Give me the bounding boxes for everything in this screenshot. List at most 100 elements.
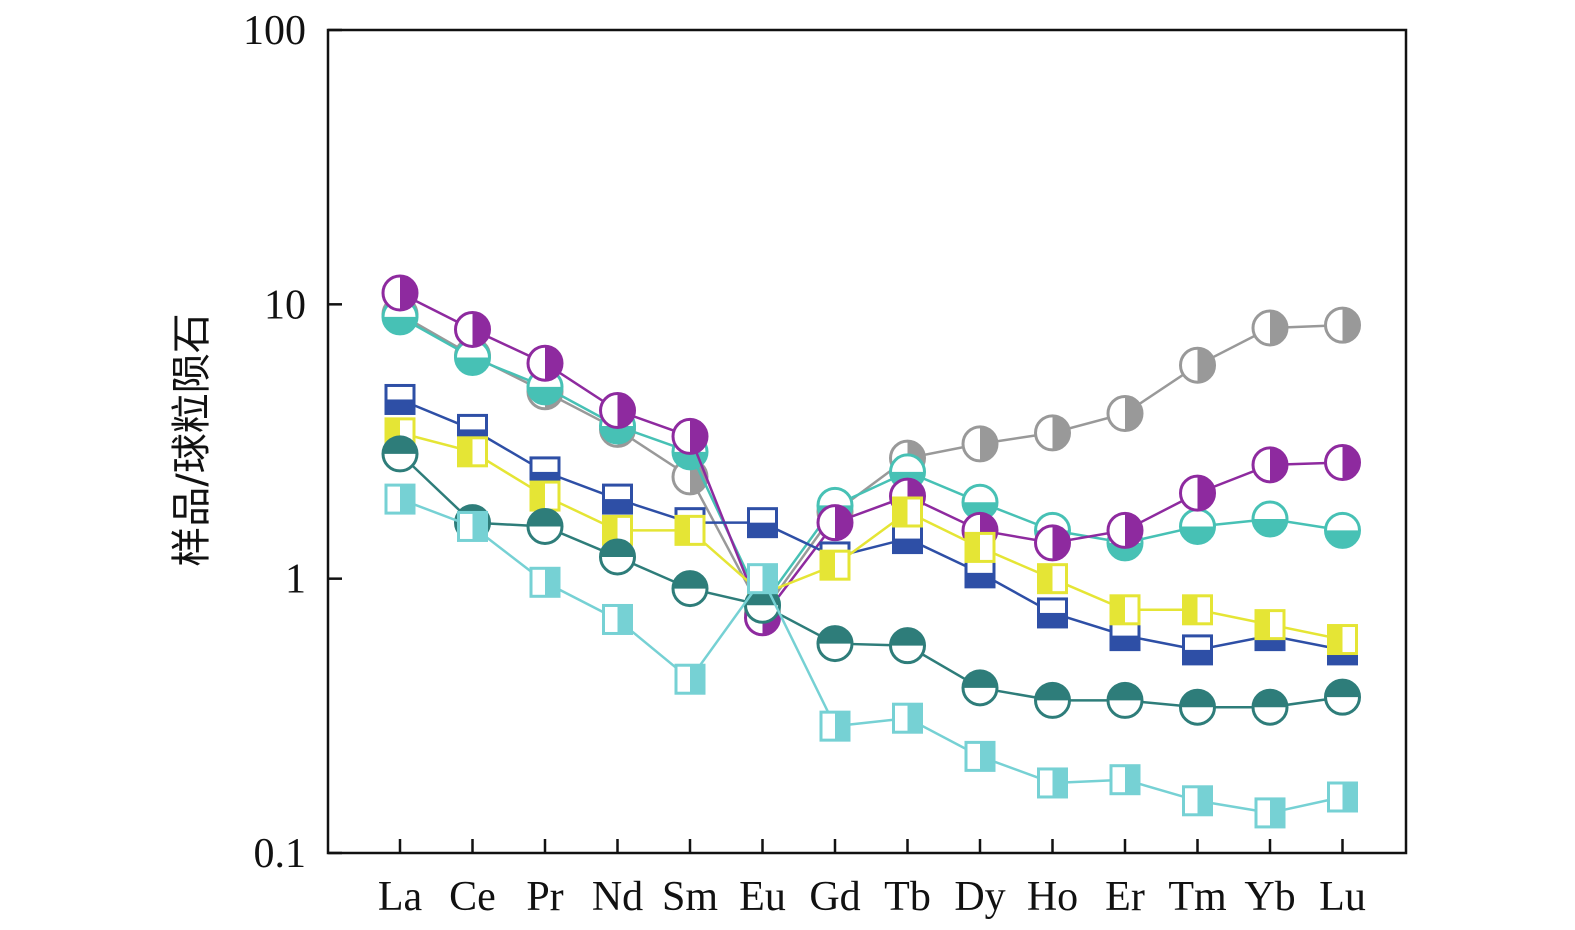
data-point [1106,395,1144,433]
data-point [526,344,564,382]
marker-fill [1328,625,1343,654]
marker-fill [1125,513,1142,548]
marker-fill [963,670,997,688]
marker-fill [1256,610,1270,639]
marker-fill [603,499,632,514]
data-point [1324,306,1361,344]
marker-fill [1342,783,1357,812]
x-tick-label: Tb [884,874,931,920]
marker-fill [835,505,853,540]
marker-fill [472,312,490,347]
marker-fill [383,316,417,334]
series-7 [384,483,1358,829]
marker-fill [1325,680,1360,698]
x-tick-label: Lu [1319,874,1366,920]
data-point [1251,309,1289,347]
data-point [674,514,706,546]
data-point [961,669,999,707]
y-tick-label: 100 [243,8,306,54]
marker-fill [1125,765,1139,794]
series-3 [381,274,1361,637]
data-point [1179,507,1216,545]
data-point [384,483,416,515]
marker-fill [690,665,704,694]
x-tick-label: Ho [1027,874,1078,920]
data-point [674,663,706,695]
data-point [529,480,561,512]
y-tick-label: 1 [285,557,306,603]
data-point [526,507,564,545]
marker-fill [400,485,414,514]
marker-fill [1253,519,1287,537]
data-point [1106,681,1144,719]
data-point [381,274,419,312]
data-point [602,603,633,635]
marker-fill [1342,445,1360,480]
data-point [1037,597,1068,629]
y-axis-label-group: 样品/球粒陨石 [169,313,215,566]
data-point [602,483,633,515]
marker-fill [617,605,632,634]
data-point [892,496,923,528]
data-point [1251,446,1289,484]
marker-fill [818,626,852,644]
marker-fill [1038,564,1053,593]
marker-fill [1270,798,1284,827]
data-point [961,425,999,463]
data-point [602,514,633,546]
marker-fill [748,522,777,537]
data-point [816,504,854,542]
x-tick-label: Dy [954,874,1005,920]
data-point [1327,781,1358,813]
marker-fill [1325,530,1360,548]
marker-fill [1183,649,1212,664]
data-point [457,510,488,542]
marker-fill [1197,476,1215,511]
data-point [964,531,996,563]
marker-fill [1052,415,1070,450]
marker-fill [1270,310,1287,345]
data-point [1109,620,1141,652]
data-point [1034,524,1071,562]
marker-fill [1125,396,1142,431]
x-tick-label: Ce [449,874,496,920]
marker-fill [1253,690,1287,708]
data-point [816,625,854,663]
data-point [454,339,491,377]
marker-fill [1038,612,1067,627]
data-point [1109,594,1141,626]
marker-fill [980,742,994,771]
y-tick-label: 0.1 [254,831,307,877]
marker-fill [1197,348,1215,383]
x-tick-label: Pr [526,874,563,920]
plot-frame [326,28,1408,855]
marker-fill [1108,683,1142,701]
x-tick-label: Eu [739,874,786,920]
marker-fill [676,516,690,545]
marker-fill [907,704,922,733]
data-point [1254,609,1286,641]
data-point [889,627,926,665]
marker-fill [690,419,707,454]
data-point [964,740,996,772]
marker-fill [472,512,487,541]
marker-fill [821,551,835,580]
marker-fill [603,516,618,545]
marker-fill [1180,526,1215,544]
marker-fill [545,346,562,381]
data-point [671,570,709,608]
data-point [1034,414,1071,452]
data-point [1251,500,1289,538]
data-point [529,566,561,598]
data-point [671,417,709,455]
data-point [747,507,778,539]
marker-fill [1183,595,1198,624]
data-point [1179,346,1216,384]
data-point [599,538,636,576]
data-point [1254,797,1286,829]
marker-fill [531,482,545,511]
marker-fill [528,509,562,527]
marker-fill [1052,768,1067,797]
data-point [1109,764,1141,796]
